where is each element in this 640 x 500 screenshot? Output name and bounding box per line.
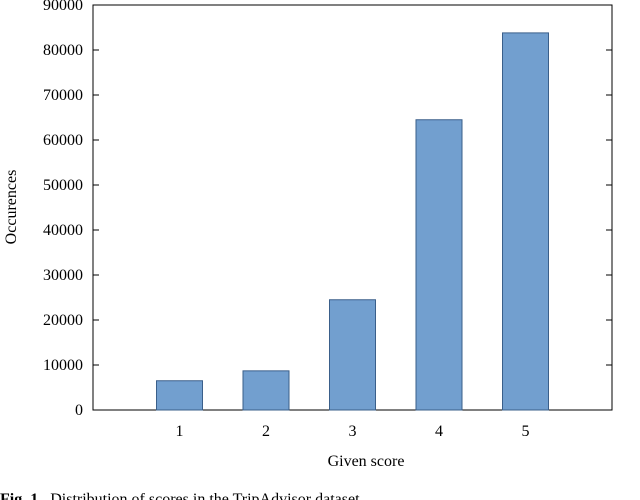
y-tick-label: 80000: [43, 42, 83, 59]
bar: [502, 32, 549, 411]
y-tick-label: 70000: [43, 87, 83, 104]
y-tick-label: 50000: [43, 177, 83, 194]
y-tick-label: 90000: [43, 0, 83, 14]
caption: Fig. 1. Distribution of scores in the Tri…: [0, 491, 360, 500]
bar: [415, 119, 463, 411]
bar: [156, 380, 203, 411]
y-tick-label: 10000: [43, 357, 83, 374]
y-tick-label: 40000: [43, 222, 83, 239]
x-tick-label: 3: [349, 423, 357, 440]
x-tick-label: 4: [435, 423, 443, 440]
x-tick-label: 5: [522, 423, 530, 440]
y-tick-label: 0: [75, 402, 83, 419]
y-tick-label: 30000: [43, 267, 83, 284]
x-tick-label: 2: [262, 423, 270, 440]
caption-text: Distribution of scores in the TripAdviso…: [50, 491, 360, 500]
y-tick-label: 20000: [43, 312, 83, 329]
x-tick-label: 1: [176, 423, 184, 440]
x-axis-label: Given score: [328, 453, 405, 470]
bar: [242, 370, 290, 411]
y-axis-label: Occurences: [3, 170, 20, 245]
caption-label: Fig. 1.: [0, 491, 42, 500]
bar: [329, 299, 376, 411]
y-tick-label: 60000: [43, 132, 83, 149]
